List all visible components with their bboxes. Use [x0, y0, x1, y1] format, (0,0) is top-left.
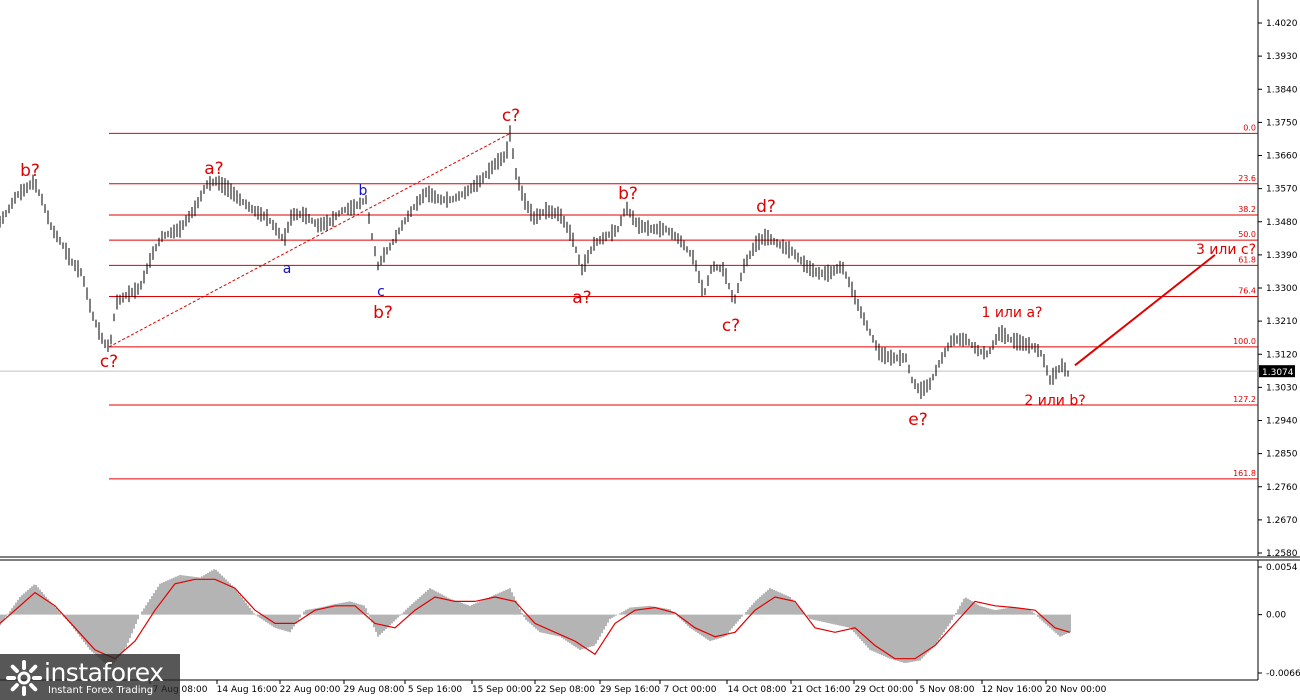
time-tick-label: 12 Nov 16:00 [982, 685, 1043, 695]
oscillator-panel: 0.0054 0.00 -0.00662 [0, 563, 1300, 679]
wave-label: c [377, 284, 385, 300]
price-tick-label: 1.3300 [1266, 284, 1298, 294]
price-tick-label: 1.3750 [1266, 118, 1298, 128]
fib-level-label: 100.0 [1233, 337, 1256, 346]
price-tick-label: 1.3120 [1266, 350, 1298, 360]
time-tick-label: 22 Sep 08:00 [535, 685, 595, 695]
price-tick-label: 1.3660 [1266, 152, 1298, 162]
wave-label: d? [756, 197, 776, 217]
wave-label: a [283, 261, 292, 277]
osc-signal-line [0, 578, 1071, 660]
time-tick-label: 20 Nov 00:00 [1046, 685, 1107, 695]
wave-label: 1 или a? [982, 305, 1043, 321]
time-tick-label: 29 Oct 00:00 [855, 685, 914, 695]
fib-level-label: 76.4 [1238, 287, 1256, 296]
current-price-label: 1.3074 [1262, 368, 1294, 378]
time-tick-label: 21 Oct 16:00 [792, 685, 851, 695]
wave-label: c? [722, 316, 740, 336]
time-tick-label: 5 Nov 08:00 [920, 685, 975, 695]
projection-line [1074, 254, 1216, 367]
osc-tick-label: -0.00662 [1266, 669, 1300, 679]
osc-tick-label: 0.0054 [1266, 563, 1298, 573]
price-tick-label: 1.2940 [1266, 417, 1298, 427]
price-tick-label: 1.3030 [1266, 383, 1298, 393]
price-tick-label: 1.2670 [1266, 516, 1298, 526]
price-axis: 1.4020 1.3930 1.3840 1.3750 1.3660 1.3570 1.34… [0, 0, 1300, 681]
logo-mark-icon [6, 660, 42, 696]
wave-label: c? [100, 352, 118, 372]
wave-label: e? [908, 410, 927, 430]
current-price-box [1259, 365, 1295, 378]
price-tick-label: 1.2580 [1266, 549, 1298, 559]
fibonacci-retracement: 0.0 23.6 38.2 50.0 61.8 76.4 100.0 127.2 161.8 [109, 123, 1258, 480]
time-axis: 7 Aug 08:00 14 Aug 16:00 22 Aug 00:00 29 Au… [149, 680, 1107, 695]
instaforex-logo: instaforex Instant Forex Trading [0, 654, 180, 700]
wave-label: 3 или c? [1196, 242, 1256, 258]
wave-label: c? [502, 106, 520, 126]
time-tick-label: 7 Aug 08:00 [153, 685, 208, 695]
fib-level-label: 0.0 [1243, 123, 1256, 132]
wave-labels: b? c? a? a b c b? c? a? b? c? d? e? 1 или a? 2 или b? 3… [20, 106, 1256, 430]
wave-label: b [359, 183, 368, 199]
time-tick-label: 5 Sep 16:00 [408, 685, 463, 695]
wave-label: b? [373, 303, 393, 323]
fib-level-label: 61.8 [1238, 255, 1256, 264]
price-tick-label: 1.3390 [1266, 251, 1298, 261]
wave-label: a? [204, 159, 223, 179]
time-tick-label: 14 Oct 08:00 [728, 685, 787, 695]
fib-level-label: 38.2 [1238, 205, 1256, 214]
wave-label: b? [618, 184, 638, 204]
fib-level-label: 23.6 [1238, 174, 1256, 183]
price-tick-label: 1.4020 [1266, 19, 1298, 29]
time-tick-label: 22 Aug 00:00 [280, 685, 341, 695]
logo-brand: instaforex [44, 658, 164, 687]
wave-label: b? [20, 161, 40, 181]
wave-label: a? [572, 288, 591, 308]
price-tick-label: 1.3840 [1266, 85, 1298, 95]
price-tick-label: 1.3570 [1266, 185, 1298, 195]
fib-level-label: 161.8 [1233, 469, 1256, 478]
price-tick-label: 1.2850 [1266, 450, 1298, 460]
dashed-trend-line [108, 132, 511, 348]
price-tick-label: 1.3480 [1266, 218, 1298, 228]
osc-tick-label: 0.00 [1266, 611, 1286, 621]
price-tick-label: 1.2760 [1266, 483, 1298, 493]
time-tick-label: 29 Sep 16:00 [600, 685, 660, 695]
wave-label: 2 или b? [1024, 393, 1085, 409]
fib-level-label: 50.0 [1238, 230, 1256, 239]
price-tick-label: 1.3210 [1266, 317, 1298, 327]
time-tick-label: 7 Oct 00:00 [664, 685, 717, 695]
fib-level-label: 127.2 [1233, 395, 1256, 404]
price-bars [0, 125, 1069, 400]
time-tick-label: 29 Aug 08:00 [344, 685, 405, 695]
time-tick-label: 15 Sep 00:00 [472, 685, 532, 695]
trend-lines [108, 132, 1216, 367]
time-tick-label: 14 Aug 16:00 [217, 685, 278, 695]
logo-tagline: Instant Forex Trading [48, 685, 154, 696]
price-tick-label: 1.3930 [1266, 52, 1298, 62]
